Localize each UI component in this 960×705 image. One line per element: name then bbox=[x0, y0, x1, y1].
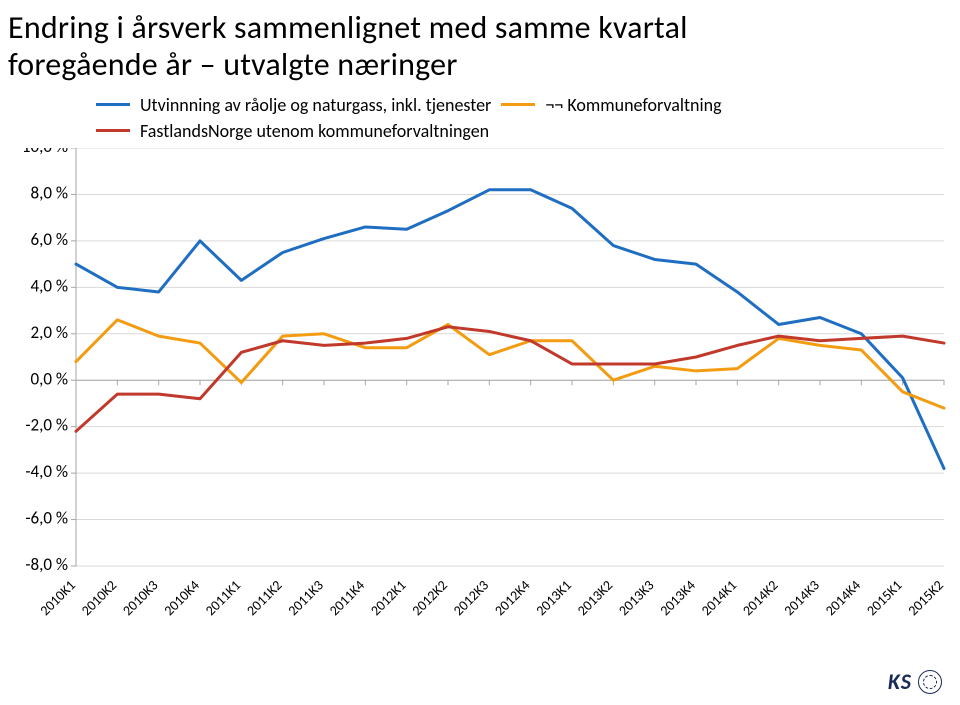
svg-text:8,0 %: 8,0 % bbox=[31, 182, 68, 203]
x-axis-label: 2014K1 bbox=[698, 576, 740, 618]
x-axis-label: 2011K1 bbox=[202, 576, 244, 618]
x-axis-label: 2012K2 bbox=[409, 576, 451, 618]
legend-label-s1: Utvinnning av råolje og naturgass, inkl.… bbox=[140, 94, 491, 116]
legend-label-s2: ¬¬ Kommuneforvaltning bbox=[545, 94, 721, 116]
svg-text:4,0 %: 4,0 % bbox=[31, 275, 68, 296]
x-axis-label: 2013K4 bbox=[657, 576, 699, 618]
page-title-line1: Endring i årsverk sammenlignet med samme… bbox=[8, 8, 688, 47]
x-axis-label: 2013K1 bbox=[533, 576, 575, 618]
legend-swatch-s2 bbox=[501, 103, 535, 106]
legend-swatch-s3 bbox=[96, 129, 130, 132]
svg-text:0,0 %: 0,0 % bbox=[31, 368, 68, 389]
x-axis-label: 2011K3 bbox=[285, 576, 327, 618]
x-axis-label: 2010K1 bbox=[37, 576, 79, 618]
x-axis-label: 2011K2 bbox=[243, 576, 285, 618]
logo-ornament-icon bbox=[918, 670, 942, 694]
svg-text:-8,0 %: -8,0 % bbox=[25, 554, 68, 575]
svg-text:6,0 %: 6,0 % bbox=[31, 229, 68, 250]
legend: Utvinnning av råolje og naturgass, inkl.… bbox=[96, 94, 960, 142]
x-axis-label: 2013K3 bbox=[615, 576, 657, 618]
x-axis-label: 2014K4 bbox=[822, 576, 864, 618]
line-chart: -8,0 % -6,0 % -4,0 % -2,0 % 0,0 % 2,0 % 4,0 % 6… bbox=[10, 148, 950, 636]
svg-text:-6,0 %: -6,0 % bbox=[25, 507, 68, 528]
x-axis-label: 2010K3 bbox=[119, 576, 161, 618]
x-axis-label: 2010K2 bbox=[78, 576, 120, 618]
x-axis-label: 2014K2 bbox=[739, 576, 781, 618]
legend-swatch-s1 bbox=[96, 103, 130, 106]
x-axis-label: 2011K4 bbox=[326, 576, 368, 618]
logo: KS bbox=[888, 668, 942, 695]
svg-text:10,0 %: 10,0 % bbox=[22, 148, 68, 157]
logo-text: KS bbox=[888, 668, 912, 695]
svg-text:-4,0 %: -4,0 % bbox=[25, 461, 68, 482]
x-axis-label: 2015K1 bbox=[863, 576, 905, 618]
x-axis-label: 2012K1 bbox=[367, 576, 409, 618]
legend-label-s3: FastlandsNorge utenom kommuneforvaltning… bbox=[140, 120, 489, 142]
x-axis-label: 2012K4 bbox=[491, 576, 533, 618]
x-axis-label: 2014K3 bbox=[781, 576, 823, 618]
page-title-line2: foregående år – utvalgte næringer bbox=[8, 45, 458, 84]
x-axis-label: 2012K3 bbox=[450, 576, 492, 618]
x-axis-label: 2013K2 bbox=[574, 576, 616, 618]
x-axis-label: 2010K4 bbox=[161, 576, 203, 618]
svg-text:2,0 %: 2,0 % bbox=[31, 321, 68, 342]
x-axis-label: 2015K2 bbox=[905, 576, 947, 618]
svg-text:-2,0 %: -2,0 % bbox=[25, 414, 68, 435]
